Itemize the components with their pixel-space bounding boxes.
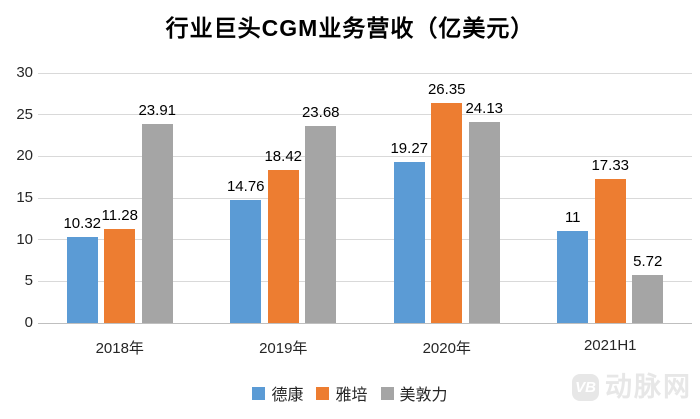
- bar: [557, 231, 589, 323]
- legend-label: 雅培: [335, 387, 368, 404]
- bar: [594, 178, 626, 323]
- gridline: [38, 239, 692, 241]
- value-label: 24.13: [465, 99, 504, 117]
- bar: [305, 125, 337, 323]
- legend-item: 雅培: [316, 381, 368, 405]
- bar: [468, 121, 500, 323]
- value-label: 17.33: [591, 156, 630, 174]
- bar: [267, 169, 299, 323]
- legend: 德康 雅培 美敦力: [0, 381, 700, 405]
- gridline: [38, 280, 692, 282]
- y-tick-label: 5: [24, 272, 33, 290]
- legend-swatch-icon: [380, 386, 394, 400]
- legend-item: 德康: [252, 381, 303, 405]
- y-tick-label: 30: [16, 64, 33, 81]
- y-tick-label: 25: [16, 105, 33, 123]
- watermark: VB 动脉网: [572, 374, 692, 401]
- y-tick-label: 20: [16, 147, 33, 165]
- bar: [393, 162, 425, 323]
- value-label: 19.27: [390, 140, 429, 158]
- legend-label: 美敦力: [399, 387, 448, 404]
- vb-logo-icon: VB: [572, 374, 599, 401]
- y-tick-label: 0: [24, 314, 33, 331]
- bar: [230, 200, 262, 323]
- legend-swatch-icon: [316, 386, 330, 400]
- x-axis-line: [38, 322, 692, 324]
- x-category-label: 2018年: [95, 340, 144, 357]
- bar: [632, 275, 664, 323]
- legend-swatch-icon: [252, 386, 266, 400]
- value-label: 23.91: [138, 101, 177, 119]
- x-category-label: 2019年: [259, 340, 308, 357]
- y-tick-label: 10: [16, 230, 33, 248]
- gridline: [38, 197, 692, 199]
- y-tick-label: 15: [16, 189, 33, 206]
- bar: [431, 103, 463, 323]
- chart-title: 行业巨头CGM业务营收（亿美元）: [165, 15, 535, 41]
- value-label: 23.68: [301, 103, 340, 121]
- gridline: [38, 72, 692, 74]
- gridline: [38, 114, 692, 116]
- x-category-label: 2021H1: [583, 337, 637, 354]
- x-category-label: 2020年: [422, 340, 471, 357]
- gridline: [38, 155, 692, 157]
- legend-item: 美敦力: [380, 381, 448, 405]
- value-label: 10.32: [63, 215, 102, 232]
- watermark-text: 动脉网: [605, 372, 692, 402]
- value-label: 11.28: [101, 207, 138, 224]
- value-label: 14.76: [226, 178, 265, 195]
- value-label: 18.42: [264, 147, 303, 165]
- bar: [66, 237, 98, 323]
- bar: [104, 229, 136, 323]
- legend-label: 德康: [271, 387, 304, 404]
- value-label: 11: [564, 209, 581, 227]
- value-label: 26.35: [427, 81, 466, 99]
- value-label: 5.72: [633, 253, 663, 271]
- bar: [141, 123, 173, 323]
